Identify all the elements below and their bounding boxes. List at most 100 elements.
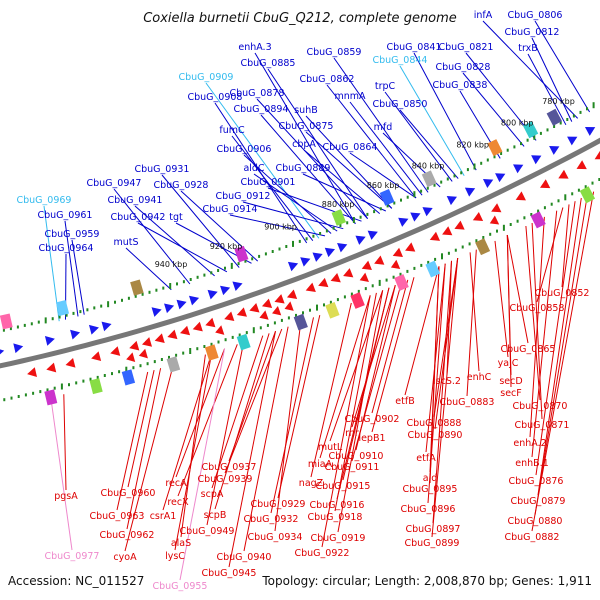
gene-label-bottom: CbuG_0918 <box>308 512 363 523</box>
accession-text: Accession: NC_011527 <box>8 574 144 588</box>
tick-mark <box>357 289 360 293</box>
tick-mark <box>427 260 430 264</box>
tick-mark <box>252 327 255 334</box>
label-leader <box>427 263 446 504</box>
feature-block <box>331 209 347 226</box>
kbp-tick-label: 880 kbp <box>322 200 355 209</box>
feature-block <box>55 299 70 317</box>
minus-strand-gene <box>318 277 329 288</box>
gene-label-bottom: CbuG_0899 <box>405 538 460 549</box>
tick-mark <box>60 383 63 390</box>
tick-mark <box>400 198 402 202</box>
gene-label-bottom: recA <box>165 478 187 489</box>
tick-mark <box>280 318 283 322</box>
gene-label-bottom: iscS.2 <box>433 376 461 387</box>
gene-label-top: CbuG_0969 <box>17 195 72 206</box>
tick-mark <box>155 288 158 292</box>
tick-mark <box>520 142 522 146</box>
minus-strand-gene <box>46 362 57 373</box>
gene-label-bottom: CbuG_0945 <box>202 568 257 579</box>
tick-mark <box>68 383 70 387</box>
minus-strand-gene <box>284 301 294 311</box>
tick-mark <box>592 102 595 109</box>
label-leader <box>337 290 384 533</box>
tick-mark <box>169 283 172 289</box>
tick-mark <box>533 133 536 140</box>
tick-mark <box>237 262 240 266</box>
tick-mark <box>37 320 40 324</box>
gene-label-top: CbuG_0959 <box>45 229 100 240</box>
label-leader <box>319 295 371 459</box>
minus-strand-gene <box>539 179 551 189</box>
minus-strand-gene <box>489 215 500 225</box>
tick-mark <box>461 245 464 249</box>
label-leader <box>431 258 459 538</box>
feature-block <box>44 389 58 406</box>
plus-strand-gene <box>567 136 578 146</box>
tick-mark <box>584 185 587 189</box>
label-leader <box>432 260 452 524</box>
label-leader <box>534 194 588 516</box>
tick-mark <box>210 271 213 275</box>
tick-mark <box>30 322 33 326</box>
gene-label-top: suhB <box>294 105 318 116</box>
plus-strand-gene <box>422 207 433 217</box>
minus-strand-gene <box>259 310 269 320</box>
label-leader <box>494 240 509 358</box>
plus-strand-gene <box>584 127 596 136</box>
feature-block <box>234 245 249 263</box>
gene-label-bottom: CbuG_0879 <box>511 496 566 507</box>
minus-strand-gene <box>361 260 372 270</box>
tick-mark <box>460 171 463 175</box>
minus-strand-gene <box>110 346 121 356</box>
tick-mark <box>146 362 149 366</box>
tick-mark <box>266 323 269 327</box>
label-leader <box>113 188 191 285</box>
plus-strand-gene <box>482 179 494 189</box>
tick-mark <box>502 224 505 231</box>
tick-mark <box>371 284 374 288</box>
gene-label-bottom: CbuG_0949 <box>180 526 235 537</box>
label-leader <box>531 191 595 532</box>
tick-mark <box>319 232 322 235</box>
tick-mark <box>75 381 78 385</box>
tick-mark <box>564 194 567 201</box>
label-leader <box>536 207 564 303</box>
tick-mark <box>550 202 553 206</box>
minus-strand-gene <box>236 307 247 317</box>
gene-label-bottom: CbuG_0890 <box>408 430 463 441</box>
label-leader <box>161 174 240 268</box>
gene-label-bottom: CbuG_0939 <box>198 474 253 485</box>
gene-label-bottom: enhB.1 <box>515 458 548 469</box>
tick-mark <box>516 219 519 223</box>
tick-mark <box>312 234 315 238</box>
minus-strand-gene <box>330 273 341 283</box>
label-leader <box>351 285 396 428</box>
label-leader <box>277 314 321 499</box>
tick-mark <box>493 155 496 159</box>
tick-mark <box>559 121 562 125</box>
tick-mark <box>2 328 5 332</box>
gene-label-bottom: CbuG_0955 <box>153 581 208 592</box>
gene-label-top: CbuG_0931 <box>135 164 190 175</box>
tick-mark <box>309 308 311 312</box>
tick-mark <box>148 290 151 294</box>
kbp-tick-label: 800 kbp <box>501 118 534 127</box>
tick-mark <box>530 213 533 216</box>
minus-strand-gene <box>515 191 526 201</box>
feature-block <box>530 211 546 229</box>
tick-mark <box>572 114 575 118</box>
minus-strand-gene <box>192 321 203 332</box>
gene-label-bottom: lysC <box>165 551 185 562</box>
feature-block <box>236 333 251 351</box>
tick-mark <box>10 396 13 400</box>
tick-mark <box>486 158 489 162</box>
gene-label-bottom: CbuG_0963 <box>90 511 145 522</box>
tick-mark <box>217 340 220 344</box>
label-leader <box>126 368 162 530</box>
label-leader <box>506 234 529 344</box>
tick-mark <box>302 311 304 315</box>
tick-mark <box>107 301 110 308</box>
gene-labels: infA CbuG_0806CbuG_0812trxBCbuG_0841CbuG_… <box>17 10 590 592</box>
tick-mark <box>100 304 103 308</box>
